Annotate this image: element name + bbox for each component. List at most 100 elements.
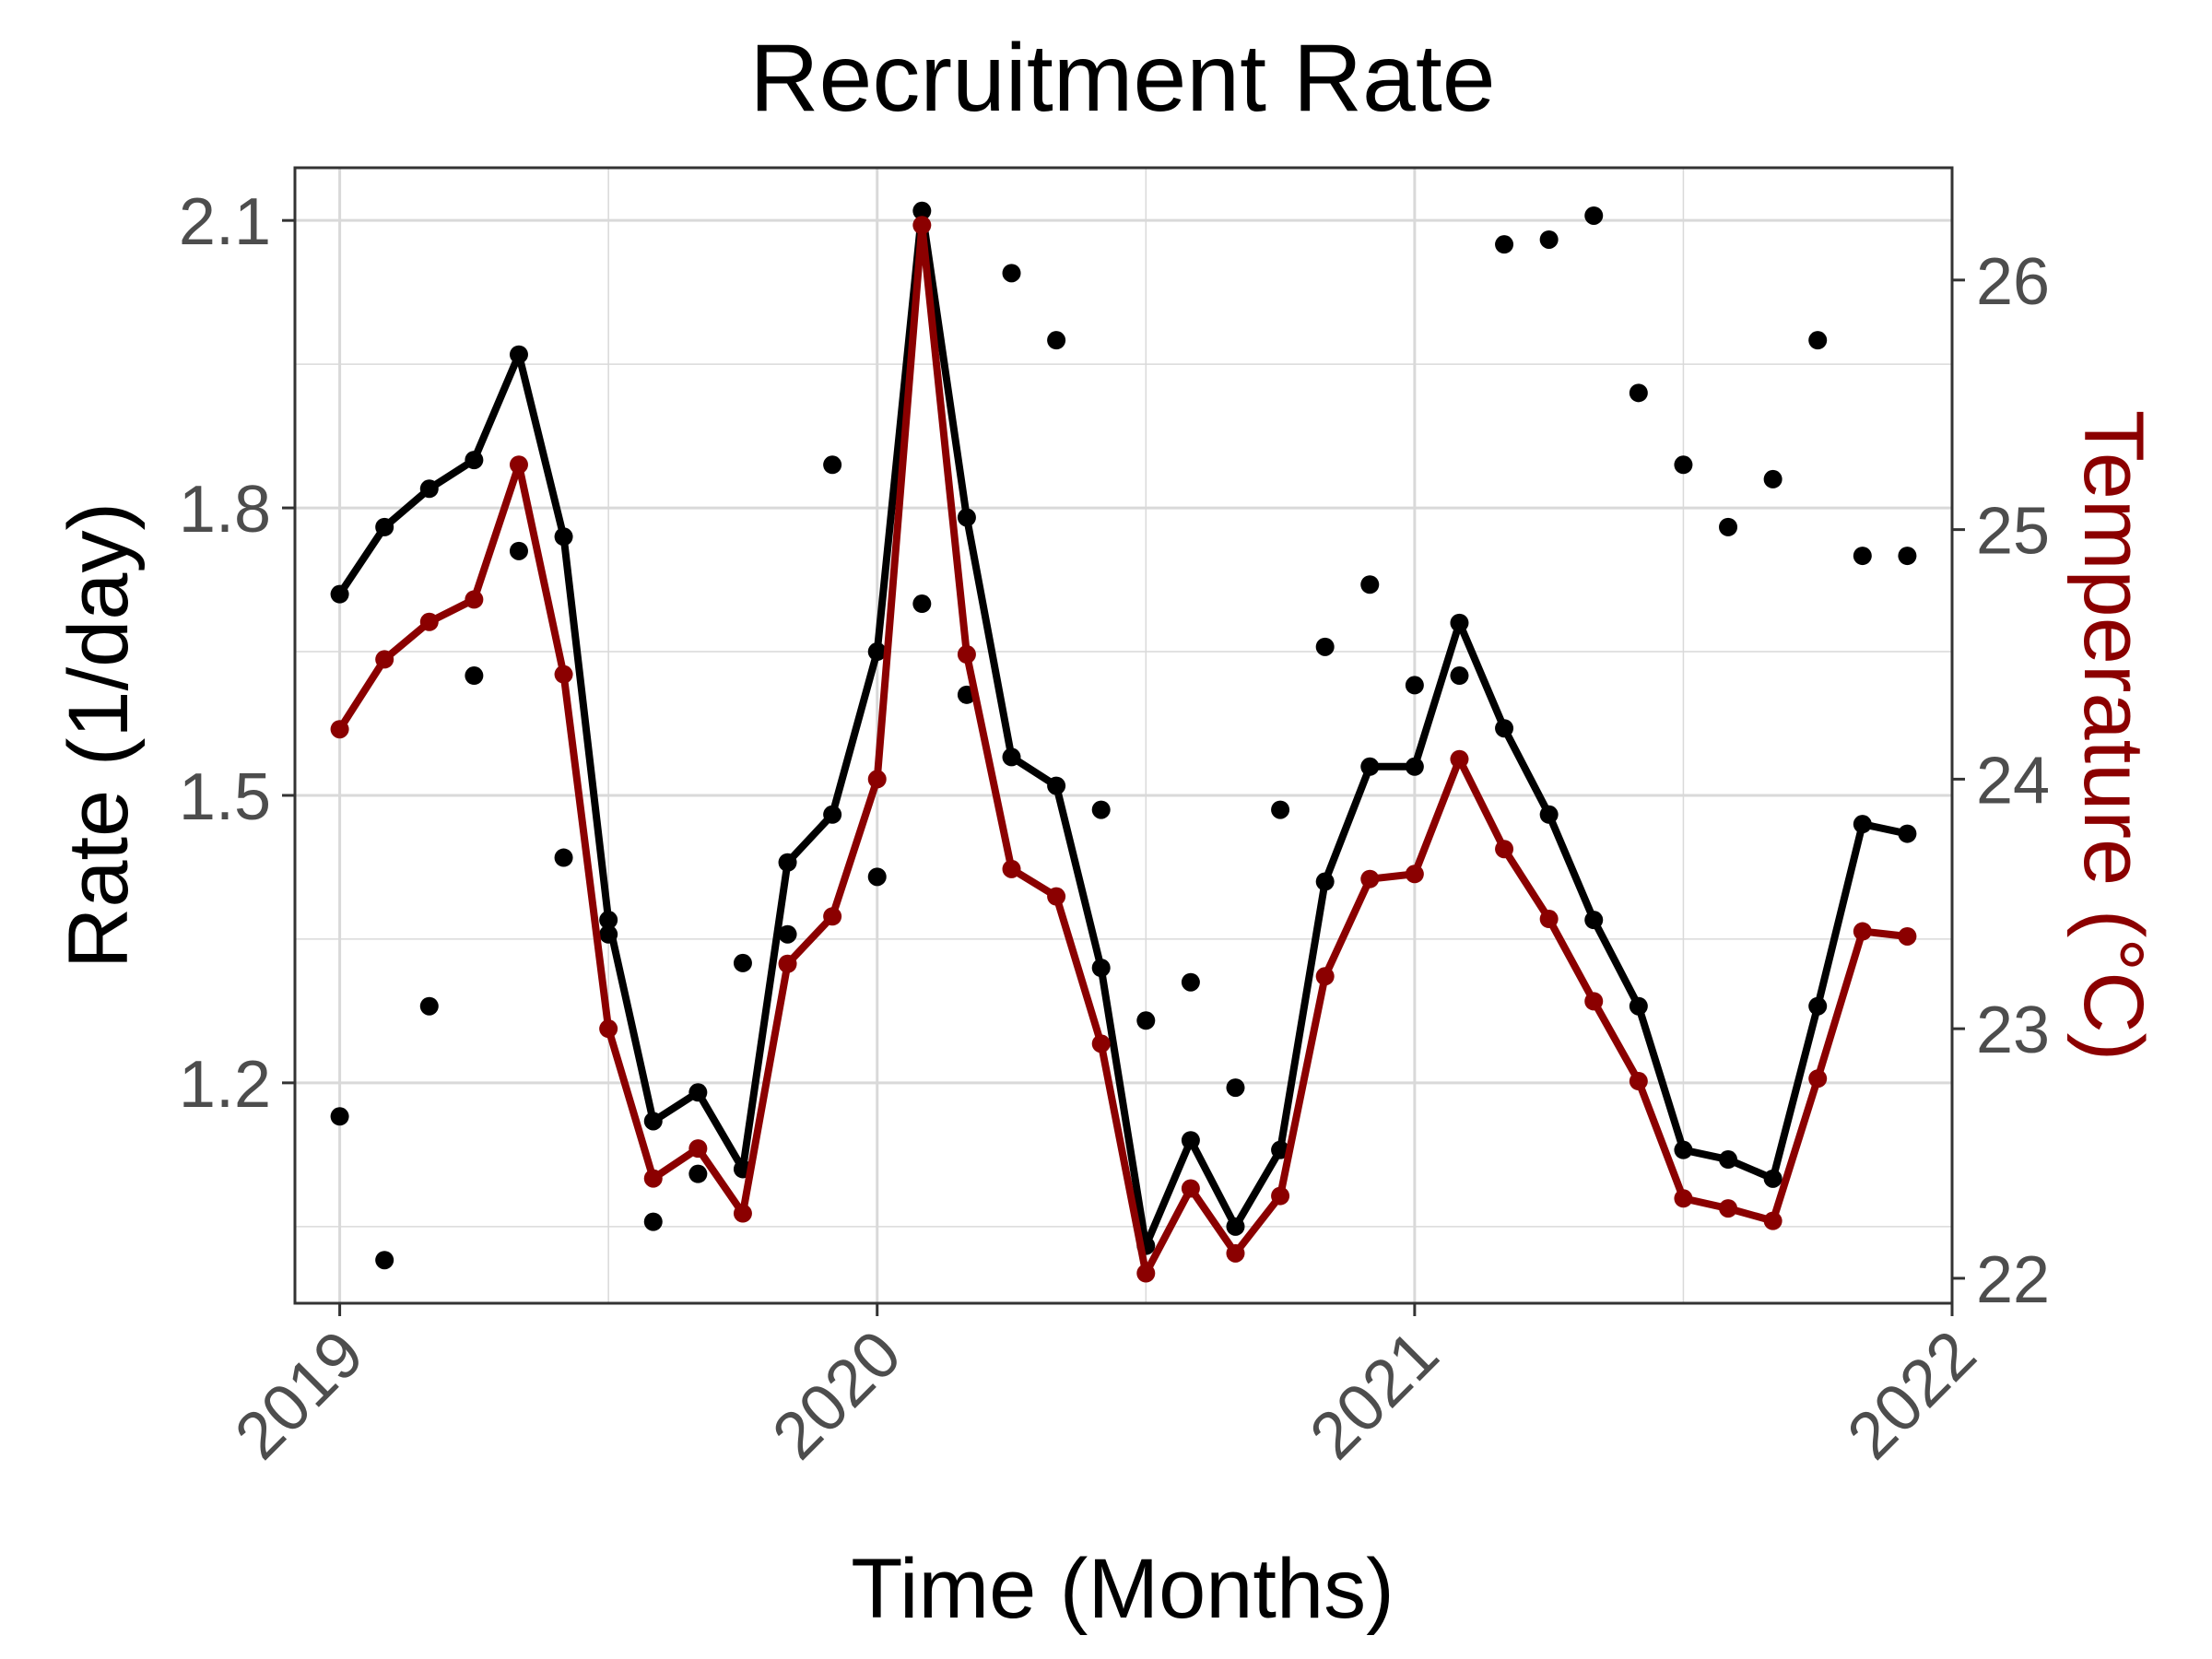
observed-point xyxy=(1271,800,1290,819)
rate-point xyxy=(1360,757,1380,776)
rate-point xyxy=(509,345,528,364)
y-tick-label: 1.5 xyxy=(179,760,271,834)
temperature-point xyxy=(1181,1179,1200,1198)
rate-point xyxy=(1898,824,1917,843)
observed-point xyxy=(1808,331,1828,350)
observed-point xyxy=(1315,637,1335,656)
plot-panel xyxy=(293,166,1954,1305)
temperature-point xyxy=(1853,922,1872,941)
temperature-point xyxy=(1405,865,1424,884)
rate-point xyxy=(1674,1140,1693,1159)
rate-point xyxy=(778,853,797,872)
rate-point xyxy=(375,517,394,536)
observed-point xyxy=(419,996,439,1016)
temperature-point xyxy=(1719,1199,1738,1218)
y-tick-label: 1.2 xyxy=(179,1048,271,1122)
rate-point xyxy=(1853,815,1872,834)
rate-point xyxy=(554,527,573,547)
temperature-point xyxy=(1091,1034,1111,1053)
rate-point xyxy=(330,584,349,604)
observed-point xyxy=(375,1251,394,1270)
temperature-point xyxy=(1136,1264,1156,1283)
y2-tick-label: 26 xyxy=(1976,245,2050,319)
observed-point xyxy=(1181,972,1200,992)
rate-point xyxy=(1405,757,1424,776)
temperature-point xyxy=(1226,1243,1245,1263)
y-tick-label: 2.1 xyxy=(179,185,271,259)
temperature-point xyxy=(643,1169,663,1188)
observed-point xyxy=(1136,1011,1156,1030)
temperature-point xyxy=(957,645,976,664)
grid xyxy=(295,168,1954,1303)
series-layer xyxy=(330,201,1917,1283)
rate-point xyxy=(823,805,842,824)
rate-point xyxy=(599,911,618,930)
observed-point xyxy=(330,1107,349,1126)
observed-point xyxy=(1360,575,1380,594)
observed-point xyxy=(778,924,797,944)
observed-point xyxy=(465,666,484,686)
rate-point xyxy=(1181,1131,1200,1150)
temperature-point xyxy=(330,720,349,739)
rate-point xyxy=(1763,1169,1783,1188)
observed-point xyxy=(912,594,932,614)
temperature-point xyxy=(1047,887,1066,906)
observed-point xyxy=(1495,235,1514,254)
x-tick-label: 2019 xyxy=(221,1317,378,1474)
observed-point xyxy=(1539,229,1559,249)
rate-point xyxy=(1271,1140,1290,1159)
temperature-point xyxy=(419,612,439,631)
rate-point xyxy=(1091,959,1111,978)
temperature-point xyxy=(1808,1069,1828,1088)
temperature-point xyxy=(1360,869,1380,888)
rate-point xyxy=(1002,747,1021,767)
temperature-point xyxy=(554,665,573,684)
rate-point xyxy=(1808,996,1828,1016)
observed-point xyxy=(1584,206,1604,225)
temperature-point xyxy=(465,590,484,609)
y2-tick-label: 22 xyxy=(1976,1243,2050,1317)
y2-axis-title: Temperature (°C) xyxy=(2066,410,2160,1062)
observed-point xyxy=(733,953,752,972)
x-axis-title: Time (Months) xyxy=(851,1542,1394,1636)
temperature-point xyxy=(1271,1186,1290,1206)
temperature-point xyxy=(1539,910,1559,929)
rate-point xyxy=(957,508,976,527)
observed-point xyxy=(509,541,528,560)
rate-line xyxy=(335,206,1912,1250)
rate-point xyxy=(1315,872,1335,891)
temperature-point xyxy=(599,1019,618,1039)
observed-point xyxy=(823,455,842,475)
observed-point xyxy=(1898,547,1917,566)
observed-point xyxy=(1629,383,1648,403)
x-tick-label: 2022 xyxy=(1833,1317,1990,1474)
temperature-point xyxy=(375,650,394,669)
observed-point xyxy=(1763,469,1783,488)
x-tick-label: 2020 xyxy=(759,1317,915,1474)
observed-point xyxy=(867,867,887,887)
temperature-point xyxy=(733,1204,752,1223)
temperature-point xyxy=(1002,859,1021,878)
y-axis-title: Rate (1/day) xyxy=(52,502,146,969)
temperature-point xyxy=(1629,1072,1648,1091)
rate-point xyxy=(1450,613,1469,632)
observed-point xyxy=(1853,547,1872,566)
rate-point xyxy=(1047,776,1066,795)
y2-tick-label: 25 xyxy=(1976,495,2050,569)
observed-point xyxy=(554,848,573,867)
observed-point xyxy=(688,1164,708,1183)
rate-point xyxy=(465,451,484,470)
x-tick-label: 2021 xyxy=(1296,1317,1453,1474)
temperature-point xyxy=(1450,749,1469,769)
temperature-point xyxy=(823,907,842,926)
temperature-point xyxy=(912,216,932,235)
rate-point xyxy=(688,1083,708,1102)
rate-point xyxy=(912,201,932,220)
rate-point xyxy=(419,479,439,499)
y2-tick-label: 23 xyxy=(1976,994,2050,1067)
observed-point xyxy=(1719,517,1738,536)
temperature-point xyxy=(1898,926,1917,946)
temperature-point xyxy=(778,954,797,973)
